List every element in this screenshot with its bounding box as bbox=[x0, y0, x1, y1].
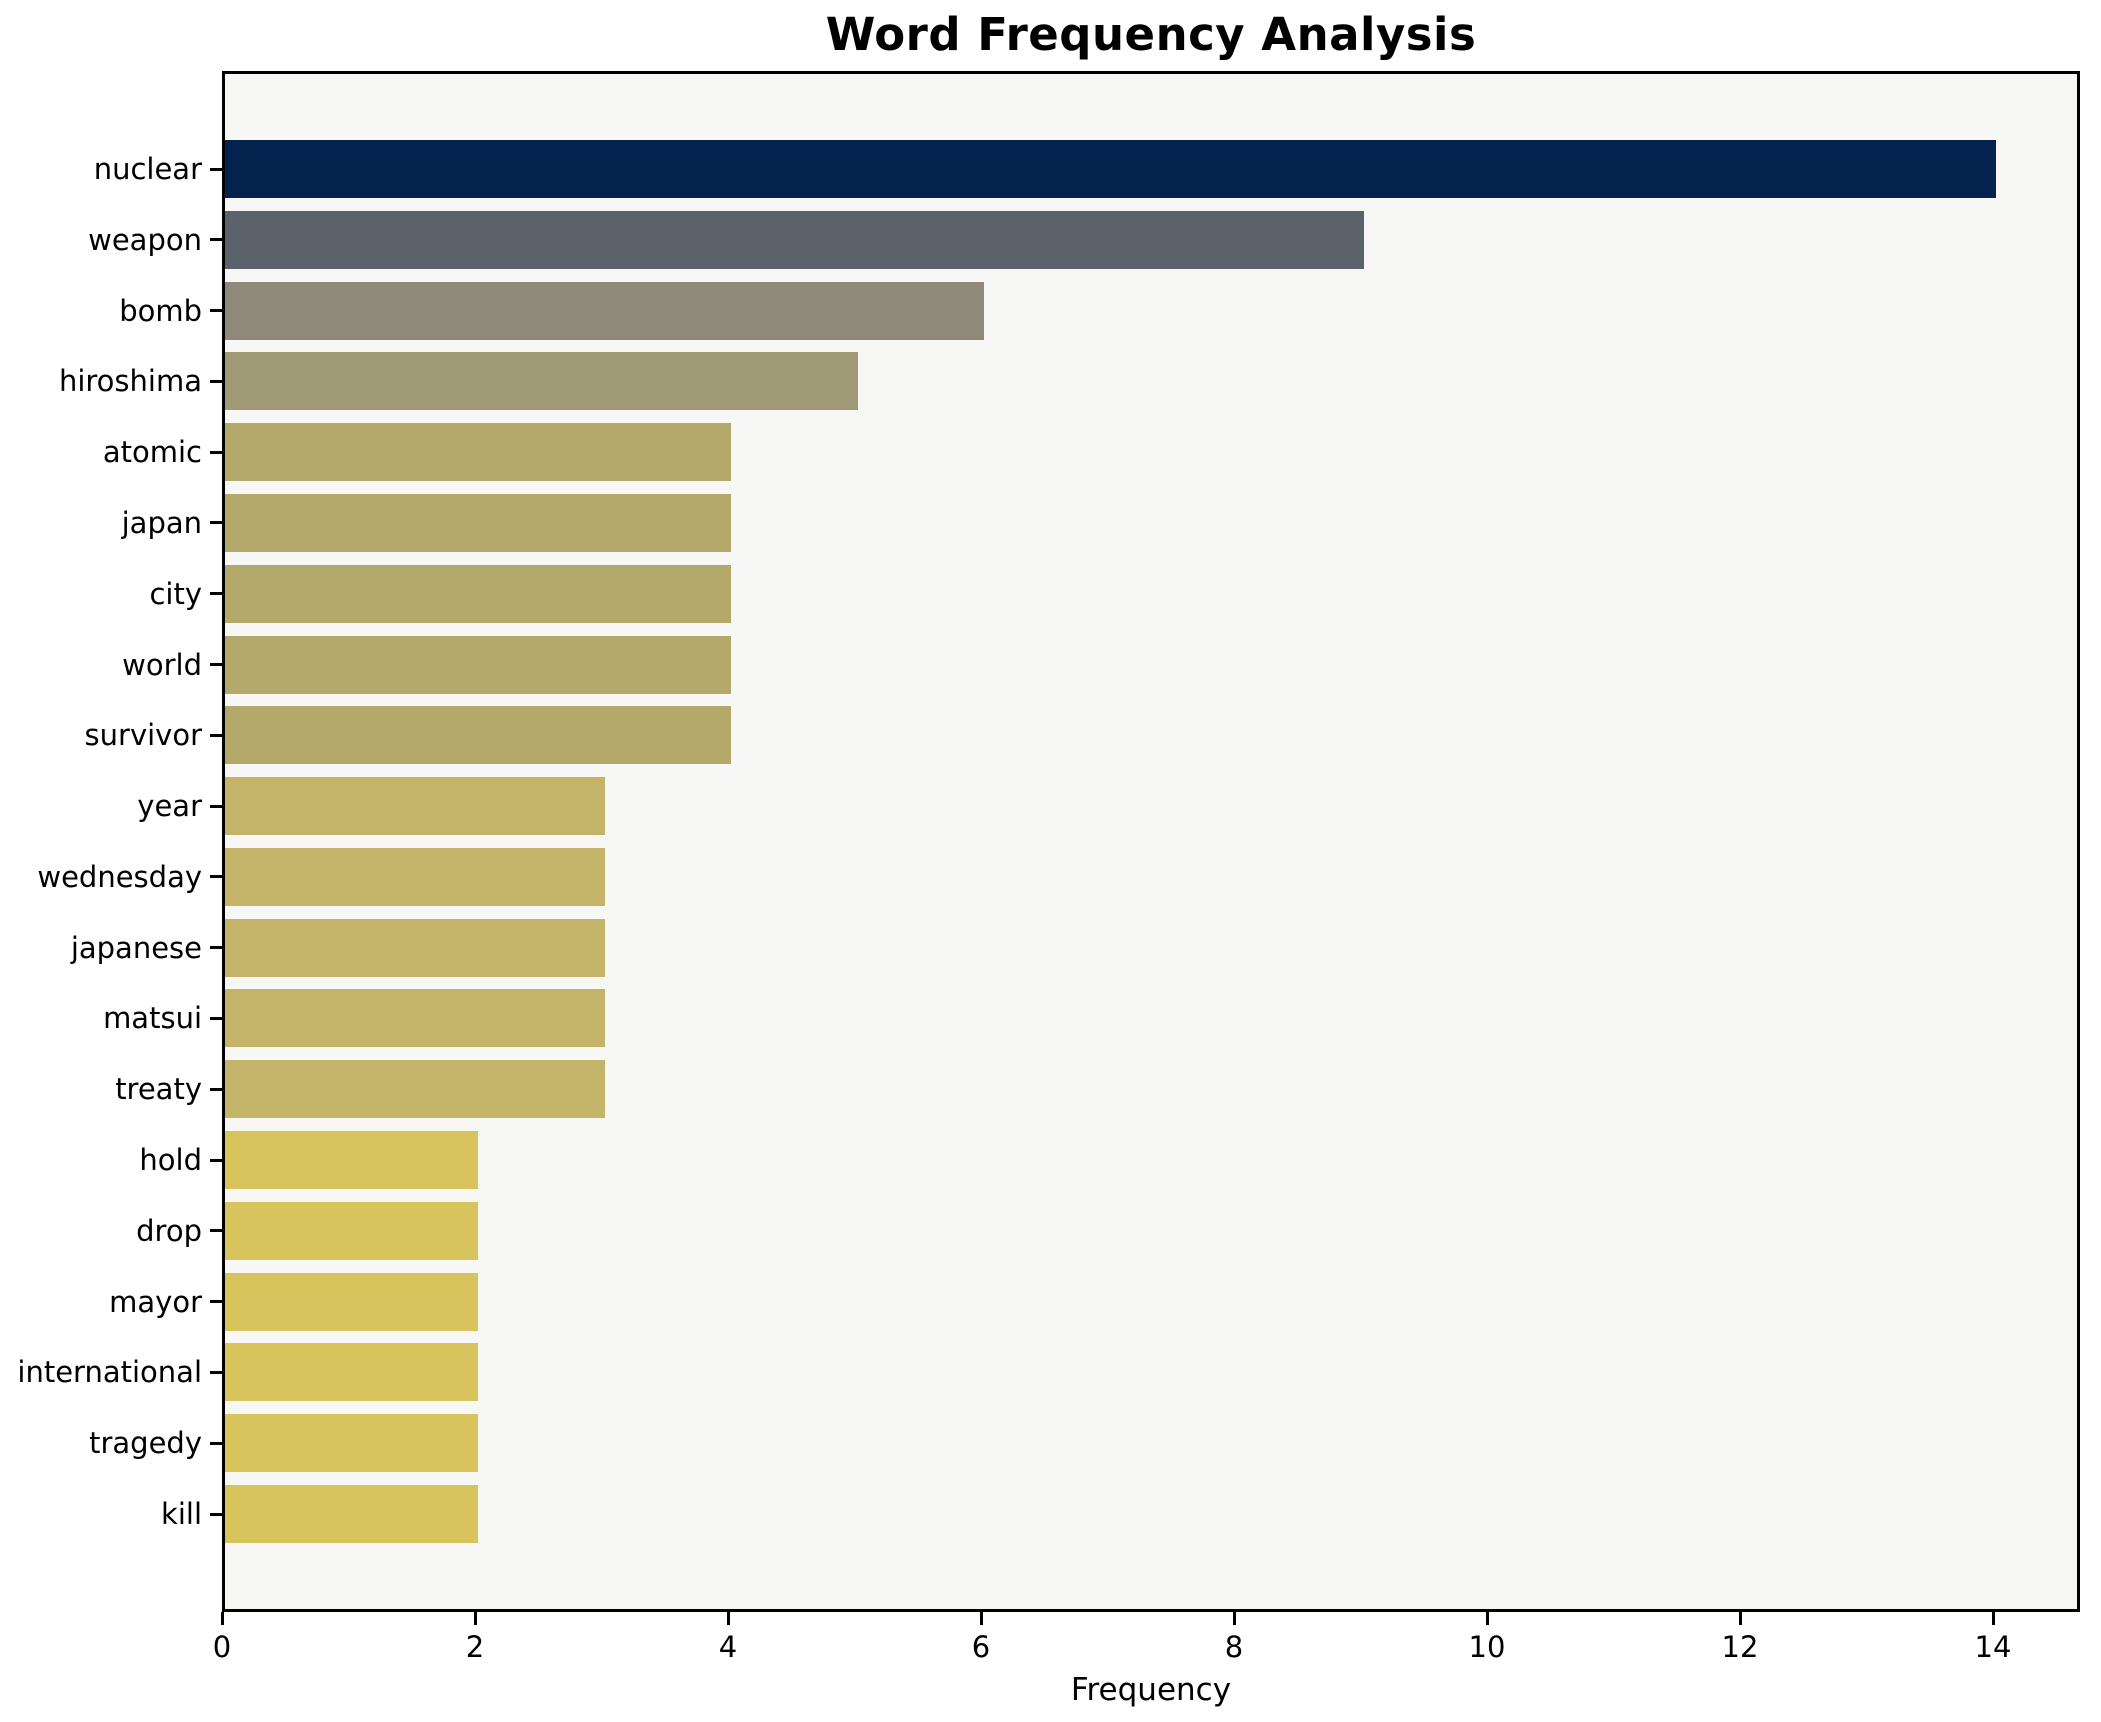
plot-area bbox=[222, 71, 2080, 1612]
y-tick-mark bbox=[210, 663, 222, 667]
y-tick-mark bbox=[210, 1016, 222, 1020]
y-tick-label: survivor bbox=[84, 718, 202, 753]
y-tick-label: atomic bbox=[102, 435, 202, 470]
y-tick-label: tragedy bbox=[89, 1426, 202, 1461]
bar-world bbox=[225, 635, 731, 694]
x-tick-mark bbox=[1991, 1612, 1995, 1625]
y-tick-label: kill bbox=[161, 1497, 202, 1531]
y-tick-mark bbox=[210, 875, 222, 879]
x-tick-mark bbox=[1232, 1612, 1236, 1625]
x-tick-label: 12 bbox=[1721, 1630, 1759, 1664]
y-tick-label: city bbox=[149, 576, 202, 611]
y-tick-mark bbox=[210, 946, 222, 950]
bar-treaty bbox=[225, 1060, 605, 1119]
y-tick-label: matsui bbox=[103, 1001, 202, 1036]
bar-city bbox=[225, 564, 731, 623]
y-tick-mark bbox=[210, 1087, 222, 1091]
x-tick-label: 0 bbox=[212, 1630, 232, 1664]
x-axis-label: Frequency bbox=[1070, 1672, 1232, 1708]
x-tick-label: 10 bbox=[1468, 1630, 1506, 1664]
y-tick-mark bbox=[210, 309, 222, 313]
bar-matsui bbox=[225, 989, 605, 1048]
bar-hiroshima bbox=[225, 352, 858, 411]
x-tick-mark bbox=[220, 1612, 224, 1625]
y-tick-mark bbox=[210, 804, 222, 808]
y-tick-label: hold bbox=[139, 1143, 202, 1178]
x-tick-label: 6 bbox=[971, 1630, 991, 1664]
x-tick-label: 14 bbox=[1974, 1630, 2012, 1664]
bar-wednesday bbox=[225, 847, 605, 906]
y-tick-mark bbox=[210, 592, 222, 596]
y-tick-label: world bbox=[122, 647, 202, 682]
bar-bomb bbox=[225, 281, 984, 340]
bar-kill bbox=[225, 1485, 478, 1543]
y-tick-mark bbox=[210, 1300, 222, 1304]
y-tick-mark bbox=[210, 379, 222, 383]
bar-mayor bbox=[225, 1272, 478, 1331]
y-tick-mark bbox=[210, 1512, 222, 1516]
y-tick-mark bbox=[210, 1158, 222, 1162]
bar-hold bbox=[225, 1131, 478, 1190]
x-tick-label: 2 bbox=[465, 1630, 485, 1664]
y-tick-mark bbox=[210, 521, 222, 525]
y-tick-mark bbox=[210, 450, 222, 454]
y-tick-label: japan bbox=[121, 505, 202, 540]
y-tick-label: hiroshima bbox=[58, 364, 202, 399]
bar-international bbox=[225, 1343, 478, 1402]
y-tick-label: year bbox=[137, 789, 202, 824]
y-tick-label: wednesday bbox=[37, 859, 202, 894]
y-tick-label: drop bbox=[136, 1213, 202, 1248]
bar-year bbox=[225, 777, 605, 836]
chart-title: Word Frequency Analysis bbox=[825, 8, 1477, 61]
x-tick-mark bbox=[1738, 1612, 1742, 1625]
x-tick-mark bbox=[1485, 1612, 1489, 1625]
y-tick-label: japanese bbox=[70, 930, 202, 965]
y-tick-mark bbox=[210, 1441, 222, 1445]
y-tick-label: treaty bbox=[115, 1072, 202, 1107]
x-tick-label: 8 bbox=[1224, 1630, 1244, 1664]
y-tick-mark bbox=[210, 238, 222, 242]
bar-japanese bbox=[225, 918, 605, 977]
bar-survivor bbox=[225, 706, 731, 765]
bar-nuclear bbox=[225, 140, 1996, 198]
y-tick-mark bbox=[210, 1229, 222, 1233]
bar-tragedy bbox=[225, 1414, 478, 1473]
y-tick-label: weapon bbox=[88, 222, 202, 257]
bar-drop bbox=[225, 1201, 478, 1260]
y-tick-label: international bbox=[17, 1355, 202, 1390]
y-tick-mark bbox=[210, 733, 222, 737]
y-tick-mark bbox=[210, 167, 222, 171]
x-tick-label: 4 bbox=[718, 1630, 738, 1664]
y-tick-label: mayor bbox=[109, 1284, 202, 1319]
y-tick-mark bbox=[210, 1370, 222, 1374]
y-tick-label: nuclear bbox=[93, 152, 202, 186]
bar-japan bbox=[225, 493, 731, 552]
bar-weapon bbox=[225, 210, 1364, 269]
y-tick-label: bomb bbox=[119, 293, 202, 328]
x-tick-mark bbox=[473, 1612, 477, 1625]
x-tick-mark bbox=[979, 1612, 983, 1625]
bar-atomic bbox=[225, 423, 731, 482]
x-tick-mark bbox=[726, 1612, 730, 1625]
